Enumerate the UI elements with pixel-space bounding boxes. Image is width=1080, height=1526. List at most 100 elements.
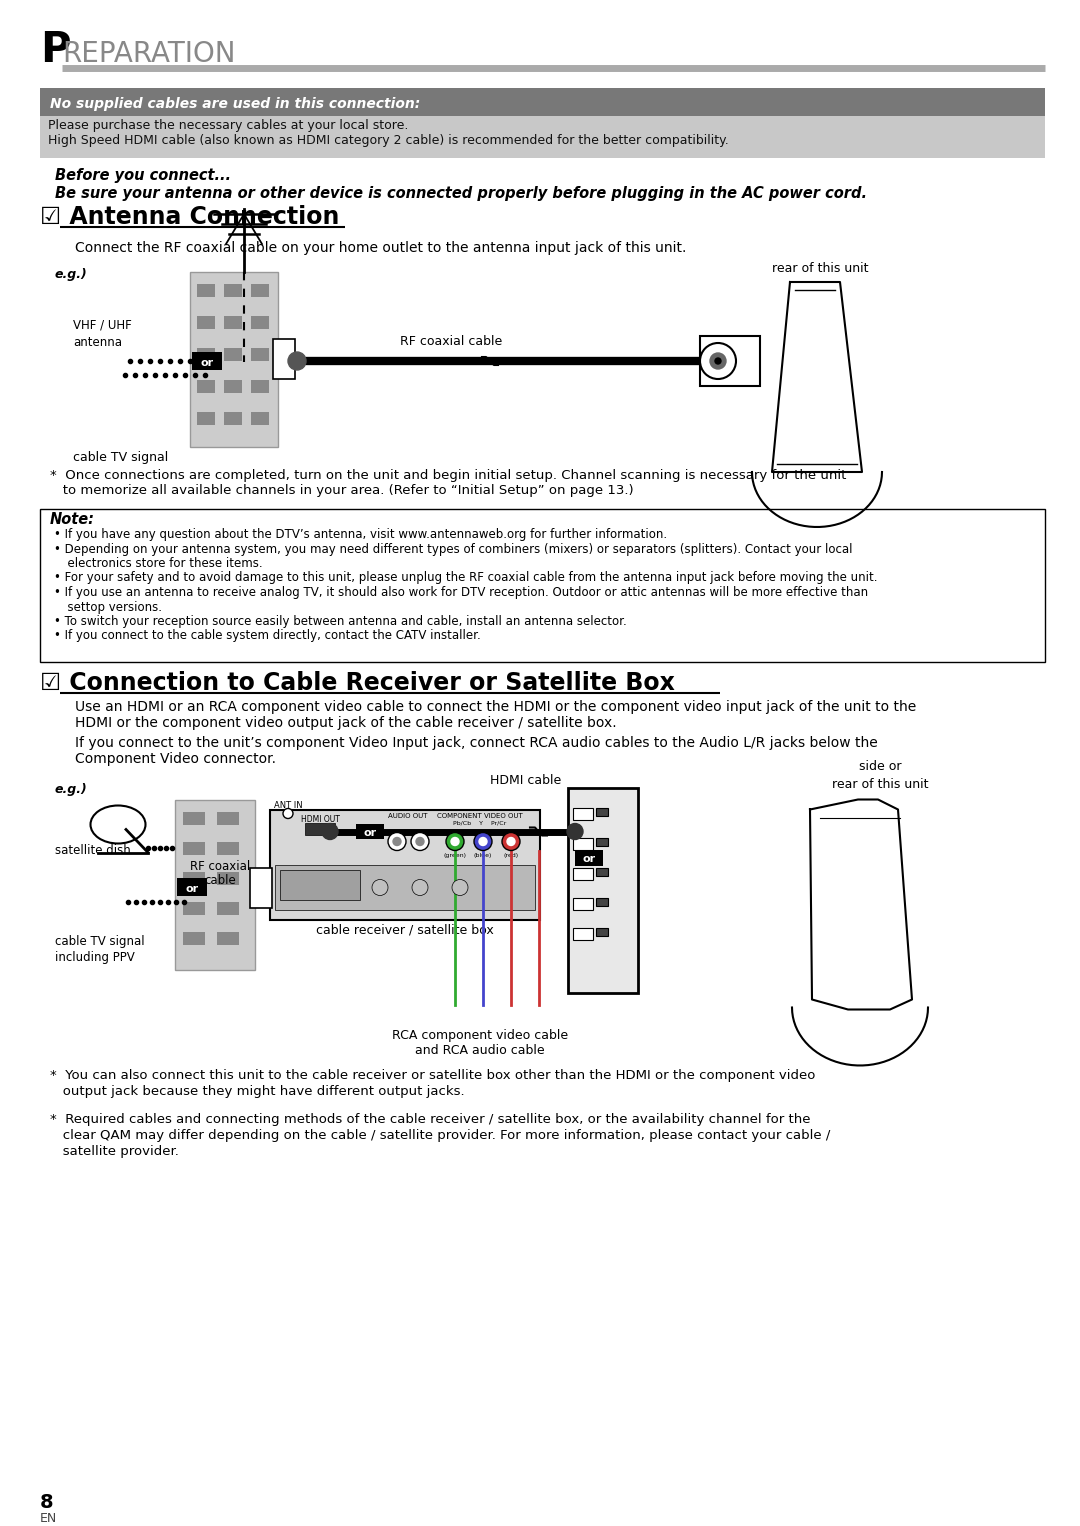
Text: Be sure your antenna or other device is connected properly before plugging in th: Be sure your antenna or other device is … (55, 186, 867, 201)
Text: rear of this unit: rear of this unit (772, 262, 868, 275)
Bar (251, 348, 269, 362)
Circle shape (411, 833, 429, 850)
Circle shape (507, 838, 515, 845)
Text: P: P (40, 29, 70, 72)
Text: Connect the RF coaxial cable on your home outlet to the antenna input jack of th: Connect the RF coaxial cable on your hom… (75, 241, 687, 255)
Circle shape (283, 809, 293, 818)
Bar (700, 336, 760, 386)
Polygon shape (772, 282, 862, 472)
Text: HDMI cable: HDMI cable (490, 775, 562, 787)
Bar (40, 89, 1045, 116)
Bar (575, 850, 603, 865)
Bar (224, 284, 242, 298)
Bar (251, 316, 269, 330)
Circle shape (372, 879, 388, 896)
Bar (177, 877, 207, 896)
Bar (249, 867, 272, 908)
Bar (224, 348, 242, 362)
Polygon shape (810, 800, 912, 1010)
Circle shape (474, 833, 492, 850)
Bar (183, 812, 205, 824)
Bar (183, 902, 205, 914)
Bar (573, 897, 593, 909)
Text: settop versions.: settop versions. (60, 601, 162, 613)
Text: (red): (red) (503, 853, 518, 859)
Circle shape (710, 353, 726, 369)
Bar (40, 510, 1045, 661)
Text: RCA component video cable: RCA component video cable (392, 1030, 568, 1042)
Bar (573, 867, 593, 879)
Text: *  Required cables and connecting methods of the cable receiver / satellite box,: * Required cables and connecting methods… (50, 1114, 810, 1126)
Text: • If you use an antenna to receive analog TV, it should also work for DTV recept: • If you use an antenna to receive analo… (54, 586, 868, 600)
Circle shape (416, 838, 424, 845)
Text: REPARATION: REPARATION (62, 40, 235, 69)
Circle shape (446, 833, 464, 850)
Bar (197, 284, 215, 298)
Circle shape (715, 359, 721, 365)
Bar (573, 838, 593, 850)
Text: • To switch your reception source easily between antenna and cable, install an a: • To switch your reception source easily… (54, 615, 626, 629)
Text: (green): (green) (444, 853, 467, 859)
Bar (197, 380, 215, 394)
Text: to memorize all available channels in your area. (Refer to “Initial Setup” on pa: to memorize all available channels in yo… (50, 484, 634, 497)
Text: output jack because they might have different output jacks.: output jack because they might have diff… (50, 1085, 464, 1099)
Text: e.g.): e.g.) (55, 783, 87, 797)
Text: or: or (582, 855, 595, 865)
Bar (217, 841, 239, 855)
Bar (197, 316, 215, 330)
Bar (175, 800, 255, 969)
Bar (224, 412, 242, 426)
Bar (573, 928, 593, 940)
Bar (192, 353, 222, 369)
Text: or: or (364, 827, 377, 838)
Circle shape (322, 824, 338, 839)
Text: Use an HDMI or an RCA component video cable to connect the HDMI or the component: Use an HDMI or an RCA component video ca… (75, 700, 916, 714)
Circle shape (393, 838, 401, 845)
Bar (217, 871, 239, 885)
Text: RF coaxial cable: RF coaxial cable (400, 336, 502, 348)
Text: *  You can also connect this unit to the cable receiver or satellite box other t: * You can also connect this unit to the … (50, 1070, 815, 1082)
Text: (blue): (blue) (474, 853, 492, 859)
Text: satellite dish: satellite dish (55, 844, 131, 858)
Text: Component Video connector.: Component Video connector. (75, 752, 276, 766)
Bar (596, 807, 608, 815)
Bar (596, 897, 608, 905)
Bar (275, 865, 535, 909)
Bar (251, 284, 269, 298)
Text: ANT IN: ANT IN (273, 801, 302, 809)
Circle shape (451, 838, 459, 845)
Text: or: or (186, 884, 199, 894)
Text: or: or (201, 359, 214, 368)
Text: • If you have any question about the DTV’s antenna, visit www.antennaweb.org for: • If you have any question about the DTV… (54, 528, 667, 542)
Text: • Depending on your antenna system, you may need different types of combiners (m: • Depending on your antenna system, you … (54, 543, 852, 555)
Text: AUDIO OUT: AUDIO OUT (388, 812, 428, 818)
Circle shape (567, 824, 583, 839)
Bar (197, 348, 215, 362)
Text: EN: EN (40, 1512, 57, 1524)
Bar (183, 841, 205, 855)
Text: VHF / UHF
antenna: VHF / UHF antenna (73, 319, 132, 349)
Text: and RCA audio cable: and RCA audio cable (415, 1044, 544, 1058)
Bar (596, 838, 608, 845)
Bar (190, 272, 278, 447)
Text: Pb/Cb    Y    Pr/Cr: Pb/Cb Y Pr/Cr (454, 821, 507, 826)
Text: clear QAM may differ depending on the cable / satellite provider. For more infor: clear QAM may differ depending on the ca… (50, 1129, 831, 1143)
Text: Please purchase the necessary cables at your local store.: Please purchase the necessary cables at … (48, 119, 408, 133)
Text: side or
rear of this unit: side or rear of this unit (832, 760, 928, 790)
Bar (356, 824, 384, 838)
Bar (280, 870, 360, 899)
Bar (305, 823, 335, 835)
Bar (251, 380, 269, 394)
Bar (270, 809, 540, 920)
Bar (217, 931, 239, 945)
Text: If you connect to the unit’s component Video Input jack, connect RCA audio cable: If you connect to the unit’s component V… (75, 737, 878, 751)
Text: No supplied cables are used in this connection:: No supplied cables are used in this conn… (50, 98, 420, 111)
Text: electronics store for these items.: electronics store for these items. (60, 557, 262, 571)
Text: ☑ Antenna Connection: ☑ Antenna Connection (40, 204, 339, 229)
Bar (224, 380, 242, 394)
Bar (197, 412, 215, 426)
Bar (568, 787, 638, 992)
Bar (273, 339, 295, 378)
Bar (183, 931, 205, 945)
Text: Note:: Note: (50, 513, 95, 526)
